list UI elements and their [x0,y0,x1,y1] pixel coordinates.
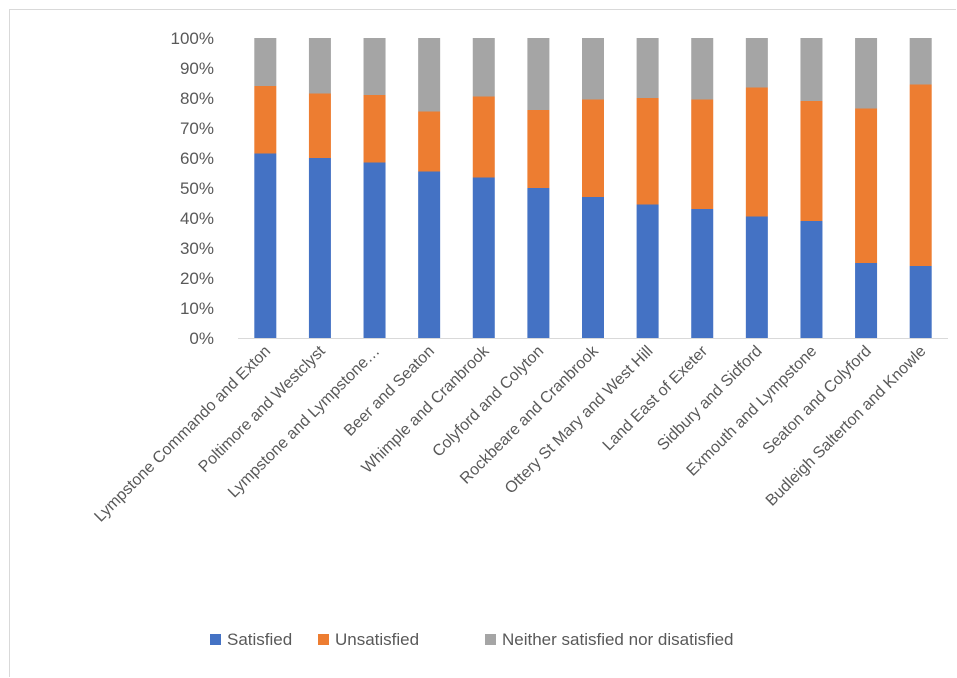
y-tick-label: 40% [180,209,214,228]
bar-segment-unsatisfied [636,98,659,205]
legend-swatch [210,634,221,645]
bar-segment-satisfied [745,216,768,338]
y-tick-label: 60% [180,149,214,168]
legend-swatch [485,634,496,645]
bar-segment-satisfied [855,263,878,338]
bar-segment-neither-satisfied-nor-disatisfied [418,38,441,112]
bar-segment-unsatisfied [800,101,823,221]
y-tick-label: 0% [189,329,214,348]
y-tick-label: 20% [180,269,214,288]
bar-segment-neither-satisfied-nor-disatisfied [254,38,277,86]
bar-segment-satisfied [636,204,659,338]
bar-segment-satisfied [582,197,604,338]
legend-label: Satisfied [227,630,292,649]
bar-segment-satisfied [418,171,441,338]
bar-segment-unsatisfied [363,95,386,163]
bar-segment-neither-satisfied-nor-disatisfied [308,38,331,94]
y-tick-label: 90% [180,59,214,78]
y-tick-label: 50% [180,179,214,198]
bar-segment-unsatisfied [472,96,495,178]
bar-segment-satisfied [909,266,932,338]
bar-segment-unsatisfied [582,99,604,197]
legend: Satisfied Unsatisfied Neither satisfied no… [210,630,734,649]
bar-segment-neither-satisfied-nor-disatisfied [472,38,495,97]
chart-frame [9,9,956,677]
bar-segment-neither-satisfied-nor-disatisfied [745,38,768,88]
y-tick-label: 80% [180,89,214,108]
bar-segment-unsatisfied [745,87,768,217]
y-tick-label: 30% [180,239,214,258]
x-category-label: Colyford and Colyton [430,343,548,461]
bar-segment-satisfied [308,158,331,338]
legend-swatch [318,634,329,645]
bar-segment-unsatisfied [691,99,714,209]
y-axis-ticks: 0% 10% 20% 30% 40% 50% 60% 70% 80% 90% 100% [171,29,214,348]
bar-segment-unsatisfied [418,111,441,172]
bar-segment-unsatisfied [855,108,878,263]
legend-label: Unsatisfied [335,630,419,649]
x-category-label: Land East of Exeter [600,342,712,454]
bar-segment-satisfied [800,221,823,338]
bar-segment-neither-satisfied-nor-disatisfied [527,38,550,110]
bar-segment-unsatisfied [254,86,277,154]
x-category-label: Sidbury and Sidford [654,343,765,454]
bar-segment-satisfied [472,177,495,338]
bar-segment-satisfied [527,188,550,338]
bar-segment-neither-satisfied-nor-disatisfied [363,38,386,95]
bars [254,38,932,338]
y-tick-label: 10% [180,299,214,318]
bar-segment-unsatisfied [308,93,331,158]
bar-segment-unsatisfied [527,110,550,188]
legend-label: Neither satisfied nor disatisfied [502,630,734,649]
bar-segment-satisfied [363,162,386,338]
bar-segment-neither-satisfied-nor-disatisfied [636,38,659,98]
bar-segment-satisfied [254,153,277,338]
x-category-label: Seaton and Colyford [760,343,875,458]
bar-segment-neither-satisfied-nor-disatisfied [855,38,878,109]
y-tick-label: 100% [171,29,214,48]
bar-segment-neither-satisfied-nor-disatisfied [909,38,932,85]
bar-segment-neither-satisfied-nor-disatisfied [800,38,823,101]
bar-segment-neither-satisfied-nor-disatisfied [582,38,604,100]
bar-segment-satisfied [691,209,714,338]
bar-segment-unsatisfied [909,84,932,266]
bar-segment-neither-satisfied-nor-disatisfied [691,38,714,100]
y-tick-label: 70% [180,119,214,138]
